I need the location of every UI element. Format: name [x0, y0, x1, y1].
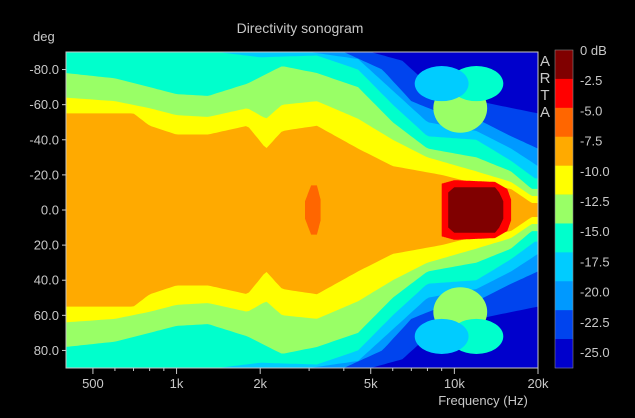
- colorbar-swatch-9: [555, 310, 573, 340]
- y-tick-label-7: 60.0: [34, 308, 59, 323]
- side-lobe-5: [414, 318, 469, 354]
- side-lobe-4: [414, 66, 469, 102]
- y-tick-label-4: 0.0: [41, 203, 59, 218]
- colorbar-swatch-3: [555, 136, 573, 166]
- colorbar-label-8: -20.0: [580, 285, 610, 300]
- y-tick-label-0: -80.0: [29, 62, 59, 77]
- x-tick-label-0: 500: [82, 376, 104, 391]
- chart-title: Directivity sonogram: [237, 20, 364, 36]
- colorbar-label-7: -17.5: [580, 254, 610, 269]
- x-tick-label-5: 20k: [528, 376, 549, 391]
- watermark-letter-0: A: [540, 53, 550, 70]
- colorbar-label-9: -22.5: [580, 315, 610, 330]
- y-tick-label-5: 20.0: [34, 238, 59, 253]
- colorbar-frame: [554, 49, 574, 369]
- y-tick-label-8: 80.0: [34, 343, 59, 358]
- peak-region-0: [305, 185, 321, 235]
- watermark-letter-1: R: [540, 70, 551, 87]
- contour-band-6: [66, 113, 538, 307]
- colorbar-swatch-2: [555, 107, 573, 138]
- colorbar-swatch-5: [555, 194, 573, 224]
- watermark-letter-2: T: [540, 87, 549, 104]
- colorbar-swatch-1: [555, 78, 573, 109]
- colorbar-legend: 0 dB -2.5 -5.0 -7.5 -10.0 -12.5 -15.0 -17.5 -20.…: [554, 43, 610, 369]
- y-tick-label-2: -40.0: [29, 132, 59, 147]
- colorbar-label-2: -5.0: [580, 103, 602, 118]
- colorbar-label-1: -2.5: [580, 73, 602, 88]
- sonogram-heatmap: [66, 52, 538, 368]
- colorbar-swatch-6: [555, 223, 573, 253]
- x-tick-label-4: 10k: [444, 376, 465, 391]
- y-tick-label-6: 40.0: [34, 273, 59, 288]
- x-tick-label-3: 5k: [364, 376, 378, 391]
- x-axis-ticks: 500 1k 2k 5k 10k 20k: [82, 368, 549, 391]
- colorbar-label-3: -7.5: [580, 134, 602, 149]
- colorbar-swatch-4: [555, 165, 573, 195]
- x-axis-label: Frequency (Hz): [438, 393, 528, 408]
- colorbar-swatch-7: [555, 252, 573, 282]
- watermark-letter-3: A: [540, 104, 550, 121]
- colorbar-swatch-10: [555, 339, 573, 369]
- colorbar-label-5: -12.5: [580, 194, 610, 209]
- colorbar-label-4: -10.0: [580, 164, 610, 179]
- colorbar-swatch-8: [555, 281, 573, 311]
- colorbar-label-6: -15.0: [580, 224, 610, 239]
- peak-region-2: [448, 187, 504, 233]
- colorbar-label-0: 0 dB: [580, 43, 607, 58]
- y-axis-label: deg: [33, 29, 55, 44]
- y-tick-label-1: -60.0: [29, 97, 59, 112]
- x-tick-label-2: 2k: [253, 376, 267, 391]
- colorbar-label-10: -25.0: [580, 345, 610, 360]
- y-axis-ticks: -80.0 -60.0 -40.0 -20.0 0.0 20.0 40.0 60.0 80.0: [29, 62, 66, 358]
- x-tick-label-1: 1k: [170, 376, 184, 391]
- y-tick-label-3: -20.0: [29, 167, 59, 182]
- colorbar-swatch-0: [555, 50, 573, 80]
